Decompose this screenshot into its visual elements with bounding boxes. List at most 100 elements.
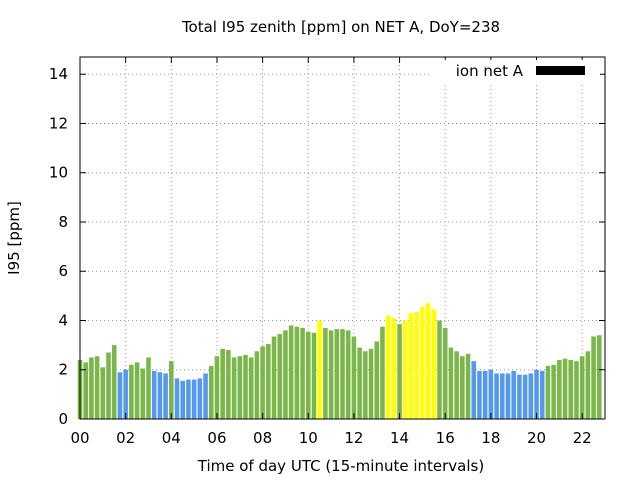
bar	[568, 359, 574, 419]
bar	[351, 336, 357, 419]
bar	[123, 369, 128, 419]
bar	[180, 380, 185, 419]
bar	[545, 366, 551, 419]
legend: ion net A	[430, 60, 600, 82]
x-axis-label: Time of day UTC (15-minute intervals)	[197, 457, 484, 475]
bar	[311, 332, 317, 419]
bar	[517, 374, 522, 419]
bar	[442, 327, 448, 419]
bar	[186, 379, 191, 419]
bar	[237, 356, 243, 419]
bar	[169, 361, 174, 419]
bars	[77, 303, 602, 419]
bar	[539, 370, 545, 419]
bar	[226, 350, 231, 419]
bar	[208, 366, 214, 419]
bar	[557, 359, 562, 419]
y-tick-label: 0	[58, 410, 68, 428]
bar	[197, 378, 203, 419]
x-tick-label: 14	[390, 429, 409, 447]
bar	[397, 324, 402, 419]
x-tick-label: 20	[527, 429, 546, 447]
y-tick-label: 12	[49, 114, 68, 132]
bar	[391, 318, 397, 419]
bar	[471, 361, 477, 419]
bar	[266, 343, 271, 419]
bar	[585, 351, 591, 419]
y-tick-label: 14	[49, 65, 68, 83]
bar	[83, 362, 88, 419]
bar	[385, 315, 391, 419]
bar	[500, 373, 505, 419]
bar	[420, 306, 425, 419]
bar	[597, 335, 602, 419]
bar	[94, 356, 100, 419]
bar	[522, 374, 528, 419]
x-tick-label: 16	[436, 429, 455, 447]
bar	[317, 320, 322, 419]
x-tick-label: 06	[207, 429, 226, 447]
bar	[574, 361, 579, 419]
legend-label: ion net A	[456, 62, 524, 80]
bar	[203, 373, 208, 419]
bar	[146, 357, 151, 419]
chart-title: Total I95 zenith [ppm] on NET A, DoY=238	[181, 18, 500, 36]
bar	[323, 327, 328, 419]
bar	[163, 373, 168, 419]
bar	[117, 372, 123, 419]
bar	[174, 378, 180, 419]
bar	[294, 326, 300, 419]
bar	[151, 370, 157, 419]
bar	[414, 311, 419, 419]
bar	[488, 369, 494, 419]
bar	[220, 348, 225, 419]
bar	[134, 362, 140, 419]
bar	[277, 334, 283, 419]
bar	[191, 379, 197, 419]
bar	[374, 341, 380, 419]
bar	[562, 358, 568, 419]
bar	[534, 369, 539, 419]
bar	[288, 325, 294, 419]
bar	[482, 370, 488, 419]
bar	[505, 373, 511, 419]
bar	[106, 352, 111, 419]
bar	[579, 356, 585, 419]
bar	[551, 364, 556, 419]
bar	[477, 370, 482, 419]
bar	[271, 336, 277, 419]
x-tick-label: 18	[481, 429, 500, 447]
bar	[460, 356, 465, 419]
bar	[305, 331, 311, 419]
x-tick-label: 00	[70, 429, 89, 447]
x-tick-label: 22	[573, 429, 592, 447]
bar	[454, 351, 459, 419]
x-tick-label: 08	[253, 429, 272, 447]
bar	[260, 346, 265, 419]
x-tick-label: 10	[299, 429, 318, 447]
bar	[408, 313, 414, 419]
bar	[111, 345, 117, 419]
x-tick-label: 12	[344, 429, 363, 447]
bar	[494, 373, 499, 419]
bar	[129, 364, 134, 419]
bar	[380, 326, 385, 419]
y-axis-label: I95 [ppm]	[5, 201, 23, 275]
bar	[243, 354, 248, 419]
bar	[340, 329, 345, 419]
bar	[89, 357, 94, 419]
bar	[157, 372, 163, 419]
bar	[334, 329, 340, 419]
bar	[363, 351, 368, 419]
y-tick-label: 2	[58, 361, 68, 379]
bar	[357, 347, 362, 419]
bar	[425, 303, 431, 419]
bar	[231, 357, 237, 419]
bar	[328, 330, 334, 419]
bar	[511, 370, 516, 419]
bar	[431, 309, 437, 419]
bar	[345, 330, 351, 419]
y-tick-label: 8	[58, 213, 68, 231]
